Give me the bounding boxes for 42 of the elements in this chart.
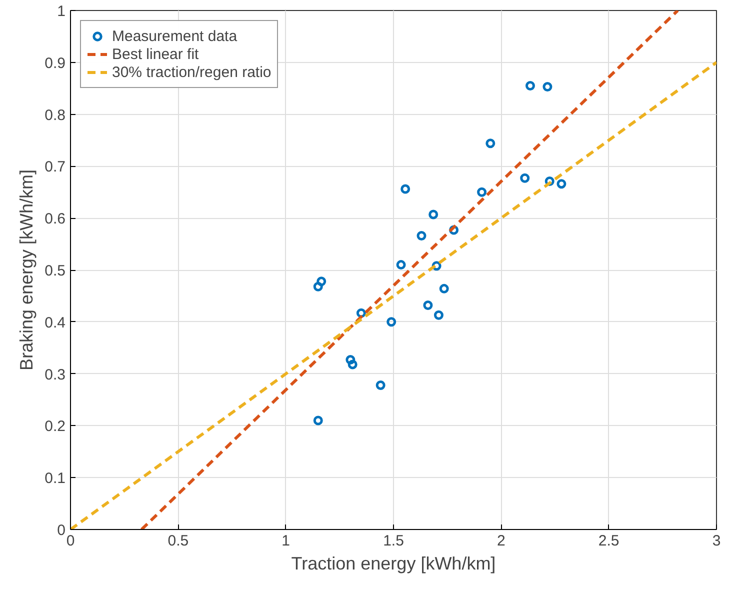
y-tick-label: 0.5 xyxy=(44,262,66,280)
point xyxy=(525,81,535,90)
x-tick-label: 1.5 xyxy=(383,532,404,550)
point xyxy=(439,284,449,294)
point xyxy=(520,173,530,183)
point xyxy=(428,210,438,220)
point xyxy=(376,380,386,390)
y-tick-label: 0.9 xyxy=(44,54,66,72)
y-tick-label: 0.8 xyxy=(44,106,66,124)
point xyxy=(316,276,326,286)
point xyxy=(542,82,552,92)
y-axis-title: Braking energy [kWh/km] xyxy=(16,169,37,371)
y-tick-label: 1 xyxy=(57,3,66,20)
x-tick-label: 3 xyxy=(712,532,721,550)
y-tick-label: 0.6 xyxy=(44,210,66,228)
x-tick-label: 1 xyxy=(282,532,290,550)
y-tick-label: 0.4 xyxy=(44,314,66,332)
y-tick-label: 0.1 xyxy=(44,470,66,488)
point xyxy=(423,300,433,310)
point xyxy=(477,187,487,197)
point xyxy=(556,179,566,189)
x-tick-label: 2 xyxy=(496,532,506,550)
point xyxy=(416,231,426,240)
point xyxy=(396,260,406,270)
y-tick-label: 0.3 xyxy=(44,366,66,384)
x-axis-title: Traction energy [kWh/km] xyxy=(291,554,496,574)
y-tick-label: 0.7 xyxy=(44,158,66,176)
point xyxy=(313,416,323,426)
legend-label: Measurement data xyxy=(112,27,238,45)
point xyxy=(486,138,496,148)
x-tick-label: 0.5 xyxy=(168,532,189,550)
point xyxy=(386,317,396,327)
point xyxy=(313,282,323,292)
point xyxy=(400,184,410,194)
x-tick-label: 2.5 xyxy=(598,532,620,550)
legend-label: 30% traction/regen ratio xyxy=(112,63,272,81)
point xyxy=(346,355,356,365)
legend-label: Best linear fit xyxy=(112,45,199,63)
y-tick-label: 0.2 xyxy=(44,418,66,436)
point xyxy=(348,360,358,370)
point xyxy=(434,310,444,320)
y-tick-label: 0 xyxy=(57,522,66,539)
